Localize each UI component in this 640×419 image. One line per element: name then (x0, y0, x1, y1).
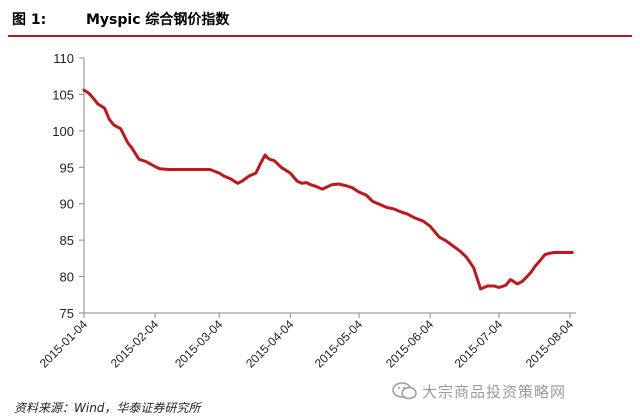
y-tick-label: 100 (52, 124, 74, 139)
chart-axes (83, 58, 576, 314)
figure-header: 图 1: Myspic 综合钢价指数 (0, 0, 640, 34)
header-rule (8, 35, 632, 37)
x-tick-label: 2015-08-04 (523, 317, 577, 371)
wechat-icon (392, 382, 417, 400)
y-tick-label: 95 (60, 160, 74, 175)
y-tick-label: 90 (60, 197, 74, 212)
figure-title: Myspic 综合钢价指数 (86, 12, 230, 28)
x-tick-label: 2015-04-04 (243, 317, 297, 371)
y-tick-label: 85 (60, 233, 74, 248)
watermark-text: 大宗商品投资策略网 (422, 382, 567, 401)
y-tick-label: 105 (52, 87, 74, 102)
y-tick-label: 110 (53, 51, 74, 66)
y-tick-label: 80 (60, 270, 74, 285)
x-tick-label: 2015-05-04 (312, 317, 366, 371)
series-line (82, 88, 574, 291)
source-note: 资料来源：Wind，华泰证券研究所 (14, 401, 201, 415)
y-ticks: 75 80 85 90 95 100 105 110 (52, 51, 84, 321)
x-ticks: 2015-01-04 2015-02-04 2015-03-04 2015-04-04… (37, 313, 577, 371)
x-tick-label: 2015-07-04 (452, 317, 506, 371)
x-tick-label: 2015-02-04 (108, 317, 162, 371)
y-tick-label: 75 (60, 306, 74, 321)
watermark: 大宗商品投资策略网 (392, 380, 566, 402)
x-tick-label: 2015-03-04 (172, 317, 226, 371)
figure-label: 图 1: (12, 12, 47, 28)
x-tick-label: 2015-01-04 (37, 317, 91, 371)
x-tick-label: 2015-06-04 (383, 317, 437, 371)
